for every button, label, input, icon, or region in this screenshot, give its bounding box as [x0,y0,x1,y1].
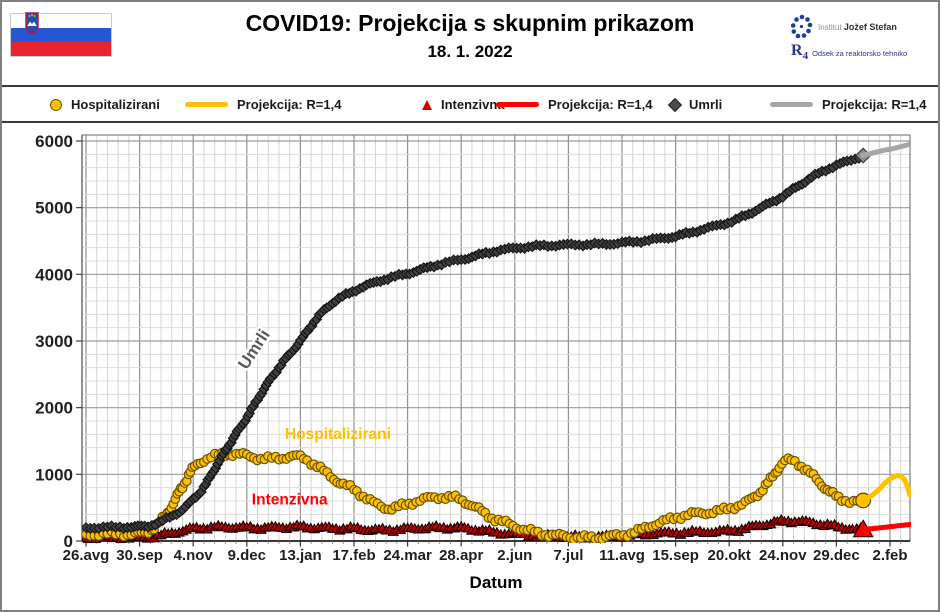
svg-text:24.nov: 24.nov [759,547,807,564]
legend-label: Projekcija: R=1,4 [548,97,653,112]
svg-text:7.jul: 7.jul [553,547,583,564]
svg-text:9.dec: 9.dec [228,547,266,564]
svg-text:13.jan: 13.jan [279,547,322,564]
svg-text:Intenzivna: Intenzivna [252,492,328,509]
svg-text:24.mar: 24.mar [383,547,432,564]
r4-department-icon: R4 [791,42,809,63]
legend-item-projekcija-int: Projekcija: R=1,4 [496,88,652,121]
projection-line-icon [185,102,228,107]
slovenia-flag [10,12,112,57]
legend-item-intenzivna: Intenzivna [422,88,505,121]
svg-text:4000: 4000 [35,265,73,284]
svg-text:0: 0 [64,532,73,551]
ijs-logo: Institut Jožef Stefan R4 Odsek za reakto… [791,14,926,63]
svg-text:3000: 3000 [35,332,73,351]
svg-text:5000: 5000 [35,199,73,218]
page-title: COVID19: Projekcija s skupnim prikazom [245,10,695,36]
svg-text:2.jun: 2.jun [497,547,532,564]
svg-text:28.apr: 28.apr [439,547,483,564]
svg-text:11.avg: 11.avg [599,547,645,564]
department-name: Odsek za reaktorsko tehniko [812,49,908,59]
legend-label: Projekcija: R=1,4 [822,97,927,112]
svg-text:15.sep: 15.sep [652,547,699,564]
legend-label: Hospitalizirani [71,97,160,112]
projection-line-icon [770,102,813,107]
svg-text:2.feb: 2.feb [872,547,907,564]
svg-text:29.dec: 29.dec [813,547,860,564]
legend-item-umrli: Umrli [667,88,723,121]
svg-text:Hospitalizirani: Hospitalizirani [285,426,391,443]
institute-name: Institut Jožef Stefan [818,22,897,32]
svg-text:17.feb: 17.feb [332,547,375,564]
svg-text:20.okt: 20.okt [708,547,751,564]
legend-item-hospitalizirani: Hospitalizirani [50,88,160,121]
svg-text:4.nov: 4.nov [174,547,214,564]
svg-text:30.sep: 30.sep [116,547,163,564]
legend-separator [2,121,938,123]
svg-text:Datum: Datum [470,573,523,592]
svg-text:1000: 1000 [35,465,73,484]
legend-item-projekcija-umrli: Projekcija: R=1,4 [770,88,926,121]
legend-item-projekcija-hosp: Projekcija: R=1,4 [185,88,341,121]
legend-label: Intenzivna [441,97,505,112]
ijs-dots-icon [791,14,813,39]
svg-text:2000: 2000 [35,399,73,418]
flag-red-stripe [11,42,111,56]
report-date: 18. 1. 2022 [427,42,513,61]
header-separator [2,85,938,87]
svg-text:26.avg: 26.avg [63,547,110,564]
hospitalizirani-marker-icon [50,98,62,111]
legend-label: Umrli [689,97,723,112]
svg-text:6000: 6000 [35,132,73,151]
title-block: COVID19: Projekcija s skupnim prikazom 1… [152,10,788,62]
slovenia-coat-of-arms-icon [25,12,39,34]
intenzivna-marker-icon [422,99,432,110]
projection-line-icon [496,102,539,107]
legend-label: Projekcija: R=1,4 [237,97,342,112]
umrli-marker-icon [667,97,683,112]
